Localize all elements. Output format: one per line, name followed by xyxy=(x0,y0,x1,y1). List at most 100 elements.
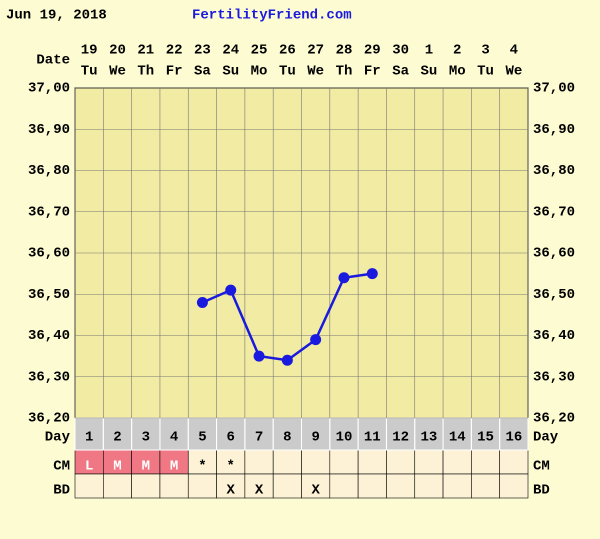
y-tick-label-right: 36,60 xyxy=(533,246,575,262)
bd-cell xyxy=(329,473,359,499)
x-tick-label: 11 xyxy=(364,430,381,446)
bd-cell xyxy=(414,473,444,499)
cm-cell xyxy=(159,449,189,475)
date-label: 29 xyxy=(364,43,381,59)
x-tick-label: 3 xyxy=(142,430,150,446)
y-tick-label: 37,00 xyxy=(28,81,70,97)
cm-label: CM xyxy=(53,459,70,475)
temperature-point xyxy=(310,334,322,346)
y-tick-label: 36,80 xyxy=(28,163,70,179)
temperature-point xyxy=(338,272,350,284)
temperature-point xyxy=(225,284,237,296)
x-tick-label: 1 xyxy=(85,430,93,446)
bd-cell xyxy=(386,473,416,499)
cm-cell xyxy=(216,449,246,475)
date-label: 20 xyxy=(109,43,126,59)
temperature-point xyxy=(281,354,293,366)
cm-value: M xyxy=(113,459,121,475)
weekday-label: Mo xyxy=(449,64,466,80)
weekday-label: Th xyxy=(336,64,353,80)
cm-cell xyxy=(471,449,500,475)
cm-cell xyxy=(272,449,302,475)
y-tick-label: 36,50 xyxy=(28,287,70,303)
bd-cell xyxy=(272,473,302,499)
date-label: 19 xyxy=(81,43,98,59)
cm-cell xyxy=(499,449,529,475)
date-label: 3 xyxy=(481,43,489,59)
cm-label-right: CM xyxy=(533,459,550,475)
bd-cell xyxy=(216,473,246,499)
y-tick-label-right: 37,00 xyxy=(533,81,575,97)
cm-cell xyxy=(301,449,331,475)
x-tick-label: 16 xyxy=(505,430,522,446)
weekday-label: Tu xyxy=(81,64,98,80)
x-label: Date xyxy=(36,53,70,69)
weekday-label: Fr xyxy=(166,64,183,80)
y-tick-label-right: 36,50 xyxy=(533,287,575,303)
weekday-label: Su xyxy=(421,64,438,80)
cm-cell xyxy=(244,449,274,475)
y-tick-label: 36,70 xyxy=(28,204,70,220)
weekday-label: Sa xyxy=(194,64,211,80)
day-label: Day xyxy=(45,430,71,446)
day-label-right: Day xyxy=(533,430,559,446)
weekday-label: Tu xyxy=(279,64,296,80)
chart-title: Jun 19, 2018 xyxy=(6,8,107,24)
weekday-label: We xyxy=(109,64,126,80)
cm-value: L xyxy=(85,459,93,475)
date-label: 4 xyxy=(510,43,518,59)
cm-cell xyxy=(329,449,359,475)
bd-cell xyxy=(187,473,217,499)
bd-cell xyxy=(159,473,189,499)
weekday-label: Tu xyxy=(477,64,494,80)
cm-cell xyxy=(414,449,444,475)
y-tick-label-right: 36,90 xyxy=(533,122,575,138)
date-label: 22 xyxy=(166,43,183,59)
bd-cell xyxy=(499,473,529,499)
y-tick-label-right: 36,20 xyxy=(533,411,575,427)
weekday-label: Su xyxy=(222,64,239,80)
weekday-label: We xyxy=(505,64,522,80)
x-tick-label: 8 xyxy=(283,430,291,446)
date-label: 25 xyxy=(251,43,268,59)
date-label: 24 xyxy=(222,43,239,59)
bd-value: X xyxy=(255,483,264,499)
weekday-label: We xyxy=(307,64,324,80)
cm-value: * xyxy=(227,459,235,475)
date-label: 21 xyxy=(137,43,154,59)
weekday-label: Th xyxy=(137,64,154,80)
x-tick-label: 12 xyxy=(392,430,409,446)
weekday-label: Mo xyxy=(251,64,268,80)
cm-value: M xyxy=(170,459,178,475)
x-tick-label: 10 xyxy=(336,430,353,446)
y-tick-label-right: 36,40 xyxy=(533,328,575,344)
date-label: 27 xyxy=(307,43,324,59)
date-label: 30 xyxy=(392,43,409,59)
x-tick-label: 2 xyxy=(113,430,121,446)
x-tick-label: 13 xyxy=(421,430,438,446)
weekday-label: Sa xyxy=(392,64,409,80)
date-label: 23 xyxy=(194,43,211,59)
bd-value: X xyxy=(227,483,236,499)
cm-cell xyxy=(442,449,472,475)
bd-cell xyxy=(442,473,472,499)
bd-value: X xyxy=(311,483,320,499)
y-tick-label-right: 36,80 xyxy=(533,163,575,179)
bd-label: BD xyxy=(53,483,70,499)
bd-cell xyxy=(74,473,104,499)
y-tick-label-right: 36,30 xyxy=(533,369,575,385)
x-tick-label: 9 xyxy=(311,430,319,446)
bd-label-right: BD xyxy=(533,483,550,499)
x-tick-label: 5 xyxy=(198,430,206,446)
y-tick-label-right: 36,70 xyxy=(533,204,575,220)
cm-cell xyxy=(357,449,387,475)
cm-value: M xyxy=(142,459,150,475)
x-tick-label: 4 xyxy=(170,430,178,446)
date-label: 26 xyxy=(279,43,296,59)
bd-cell xyxy=(131,473,161,499)
temperature-point xyxy=(366,268,378,280)
date-label: 1 xyxy=(425,43,433,59)
bd-cell xyxy=(301,473,331,499)
x-tick-label: 14 xyxy=(449,430,466,446)
